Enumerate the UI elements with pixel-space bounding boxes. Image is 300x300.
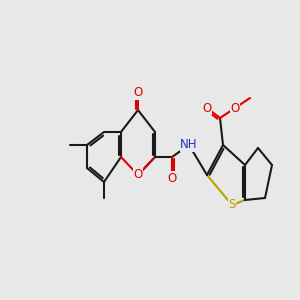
Text: O: O [167,172,177,184]
Text: NH: NH [180,139,198,152]
Text: O: O [230,101,240,115]
Text: O: O [134,86,142,100]
Text: S: S [228,199,236,212]
Text: O: O [202,101,211,115]
Text: O: O [134,169,142,182]
